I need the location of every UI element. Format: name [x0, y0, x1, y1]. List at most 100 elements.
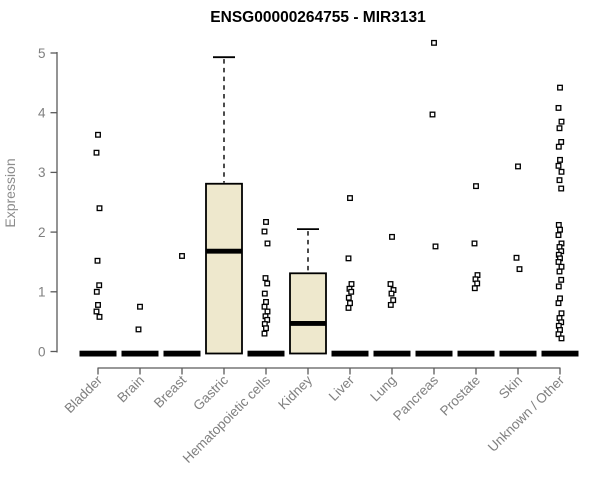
data-point-bladder: [93, 288, 100, 295]
data-point-unknown-other: [556, 125, 563, 132]
zero-bar-pancreas: [415, 350, 453, 357]
data-point-lung: [387, 281, 394, 287]
zero-bar-liver: [331, 350, 369, 357]
data-point-skin: [516, 266, 523, 273]
data-point-unknown-other: [558, 335, 565, 342]
data-point-liver: [348, 288, 355, 295]
data-point-bladder: [96, 205, 103, 212]
data-point-breast: [179, 253, 185, 259]
data-point-prostate: [473, 183, 479, 190]
data-point-unknown-other: [555, 258, 562, 265]
data-point-lung: [388, 290, 395, 297]
data-point-pancreas: [432, 243, 439, 250]
data-point-liver: [347, 195, 353, 202]
data-point-skin: [515, 163, 521, 170]
data-point-unknown-other: [557, 295, 563, 302]
data-point-hematopoietic-cells: [264, 280, 271, 287]
data-point-unknown-other: [557, 84, 563, 91]
zero-bar-bladder: [79, 350, 117, 357]
data-point-hematopoietic-cells: [261, 303, 268, 310]
zero-bar-unknown-other: [541, 350, 579, 357]
data-point-liver: [345, 255, 352, 262]
x-tick-label-lung: Lung: [367, 373, 399, 405]
data-point-unknown-other: [555, 232, 562, 239]
data-point-hematopoietic-cells: [263, 298, 269, 305]
data-point-hematopoietic-cells: [263, 325, 269, 332]
data-point-liver: [345, 304, 352, 311]
y-tick-label: 5: [38, 46, 46, 61]
data-point-unknown-other: [558, 118, 565, 125]
y-tick-label: 3: [38, 165, 46, 180]
data-point-prostate: [474, 280, 481, 287]
y-tick-label: 0: [38, 344, 46, 359]
box-gastric: [205, 182, 243, 355]
data-point-prostate: [471, 240, 478, 247]
box-kidney: [289, 272, 327, 355]
data-point-unknown-other: [555, 143, 562, 150]
y-tick-label: 2: [38, 225, 46, 240]
data-point-pancreas: [429, 111, 436, 118]
y-tick-label: 1: [38, 285, 46, 300]
data-point-skin: [513, 254, 520, 261]
zero-bar-skin: [499, 350, 537, 357]
x-tick-label-kidney: Kidney: [275, 372, 315, 412]
data-point-unknown-other: [558, 168, 565, 175]
data-point-unknown-other: [558, 139, 565, 145]
zero-bar-brain: [121, 350, 159, 357]
data-point-hematopoietic-cells: [264, 308, 271, 315]
data-point-unknown-other: [555, 104, 562, 111]
data-point-liver: [348, 281, 355, 287]
x-tick-label-gastric: Gastric: [190, 372, 231, 413]
data-point-unknown-other: [558, 263, 565, 270]
data-point-unknown-other: [556, 268, 563, 275]
data-point-bladder: [96, 282, 103, 289]
x-tick-label-unknown-other: Unknown / Other: [485, 372, 568, 455]
data-point-unknown-other: [555, 162, 562, 169]
data-point-brain: [135, 326, 142, 333]
x-tick-label-brain: Brain: [114, 373, 147, 406]
data-point-bladder: [93, 149, 100, 156]
data-point-lung: [389, 233, 395, 240]
data-point-lung: [390, 297, 397, 304]
data-point-hematopoietic-cells: [261, 228, 268, 235]
data-point-hematopoietic-cells: [263, 219, 269, 225]
data-point-hematopoietic-cells: [261, 330, 268, 337]
data-point-unknown-other: [556, 177, 563, 184]
zero-bar-breast: [163, 350, 201, 357]
data-point-hematopoietic-cells: [264, 240, 271, 247]
data-point-brain: [137, 303, 143, 310]
data-point-hematopoietic-cells: [262, 275, 269, 282]
y-axis-label: Expression: [2, 158, 18, 227]
zero-bar-lung: [373, 350, 411, 357]
data-point-bladder: [95, 301, 101, 308]
data-point-unknown-other: [558, 310, 565, 317]
data-point-unknown-other: [555, 283, 562, 290]
x-tick-label-breast: Breast: [151, 372, 189, 410]
y-tick-label: 4: [38, 106, 46, 121]
data-point-liver: [345, 294, 352, 301]
data-point-bladder: [96, 313, 103, 320]
data-point-bladder: [93, 308, 100, 315]
data-point-unknown-other: [555, 221, 562, 228]
data-point-unknown-other: [558, 185, 565, 192]
data-point-bladder: [95, 131, 101, 138]
data-point-prostate: [471, 285, 478, 292]
data-point-unknown-other: [555, 300, 562, 307]
data-point-unknown-other: [558, 276, 565, 283]
chart-title: ENSG00000264755 - MIR3131: [210, 9, 426, 26]
data-point-unknown-other: [557, 226, 563, 233]
data-point-pancreas: [431, 39, 437, 46]
x-tick-label-pancreas: Pancreas: [390, 372, 441, 423]
x-tick-label-liver: Liver: [326, 372, 358, 404]
data-point-unknown-other: [557, 156, 563, 163]
x-tick-label-skin: Skin: [496, 373, 525, 402]
data-point-bladder: [94, 257, 101, 264]
x-tick-label-prostate: Prostate: [437, 373, 483, 419]
data-point-hematopoietic-cells: [261, 290, 268, 297]
zero-bar-prostate: [457, 350, 495, 357]
data-point-unknown-other: [555, 331, 562, 338]
x-tick-label-bladder: Bladder: [62, 372, 106, 416]
data-point-liver: [347, 300, 353, 307]
